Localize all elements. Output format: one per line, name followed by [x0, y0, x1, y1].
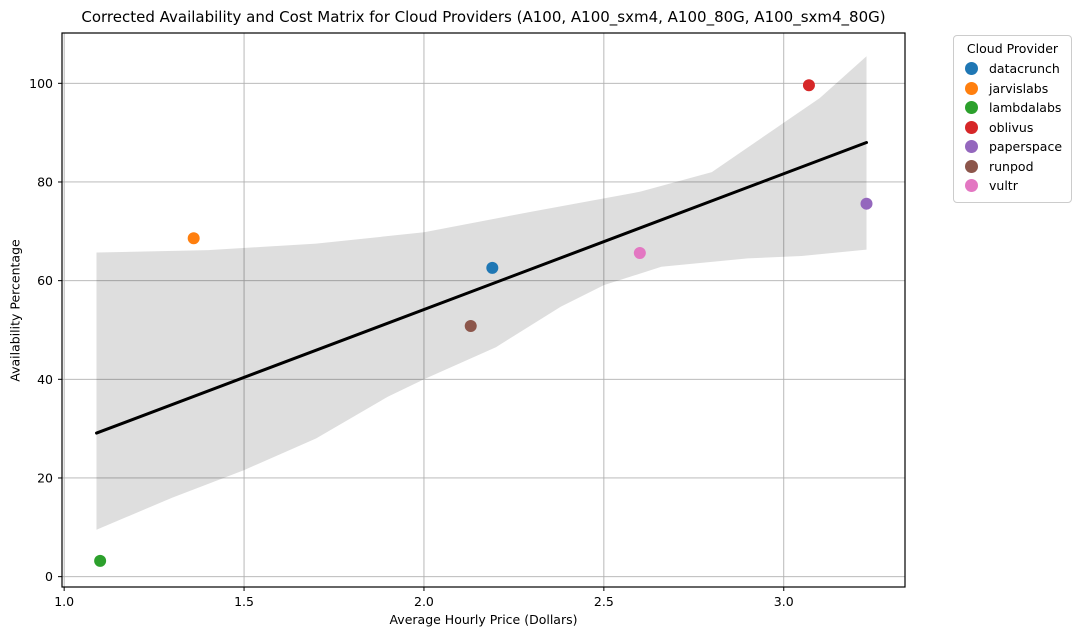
y-tick-label: 80 [37, 174, 53, 189]
legend-marker-icon [965, 120, 978, 134]
y-tick-label: 60 [37, 273, 53, 288]
data-point-vultr [633, 247, 646, 260]
legend-label: runpod [989, 158, 1034, 174]
legend-item-jarvislabs: jarvislabs [954, 79, 1071, 99]
data-point-lambdalabs [94, 554, 107, 567]
data-point-runpod [464, 320, 477, 333]
legend-item-lambdalabs: lambdalabs [954, 98, 1071, 118]
x-tick-label: 2.5 [594, 594, 614, 609]
legend: Cloud Provider datacrunch jarvislabs lambd… [953, 35, 1072, 203]
data-point-datacrunch [486, 261, 499, 274]
legend-item-runpod: runpod [954, 157, 1071, 177]
legend-items: datacrunch jarvislabs lambdalabs oblivus pap… [954, 59, 1071, 196]
legend-item-oblivus: oblivus [954, 118, 1071, 138]
chart-title: Corrected Availability and Cost Matrix f… [81, 8, 886, 26]
data-point-jarvislabs [187, 232, 200, 245]
legend-label: datacrunch [989, 61, 1060, 77]
x-tick-label: 1.0 [54, 594, 74, 609]
legend-item-vultr: vultr [954, 176, 1071, 196]
legend-title: Cloud Provider [966, 41, 1059, 56]
legend-marker-icon [965, 159, 978, 173]
legend-marker-icon [965, 101, 978, 115]
regression-line [95, 141, 869, 435]
legend-marker-icon [965, 62, 978, 76]
legend-label: lambdalabs [989, 100, 1062, 116]
x-tick-label: 1.5 [234, 594, 254, 609]
x-tick-label: 2.0 [414, 594, 434, 609]
x-tick-label: 3.0 [774, 594, 794, 609]
legend-label: paperspace [989, 139, 1063, 155]
confidence-band [96, 56, 867, 530]
legend-label: oblivus [989, 119, 1034, 135]
y-axis-label: Availability Percentage [7, 239, 23, 382]
data-point-paperspace [860, 197, 873, 210]
y-tick-label: 100 [29, 76, 53, 91]
y-tick-label: 20 [37, 470, 53, 485]
legend-marker-icon [965, 179, 978, 193]
legend-marker-icon [965, 81, 978, 95]
data-point-oblivus [802, 79, 815, 92]
legend-marker-icon [965, 140, 978, 154]
legend-label: jarvislabs [989, 80, 1049, 96]
legend-label: vultr [989, 178, 1018, 194]
axes-spines [61, 32, 906, 588]
y-tick-label: 0 [45, 569, 53, 584]
y-tick-label: 40 [37, 372, 53, 387]
legend-item-paperspace: paperspace [954, 137, 1071, 157]
plot-background [62, 33, 905, 587]
x-axis-label: Average Hourly Price (Dollars) [389, 612, 578, 627]
legend-item-datacrunch: datacrunch [954, 59, 1071, 79]
